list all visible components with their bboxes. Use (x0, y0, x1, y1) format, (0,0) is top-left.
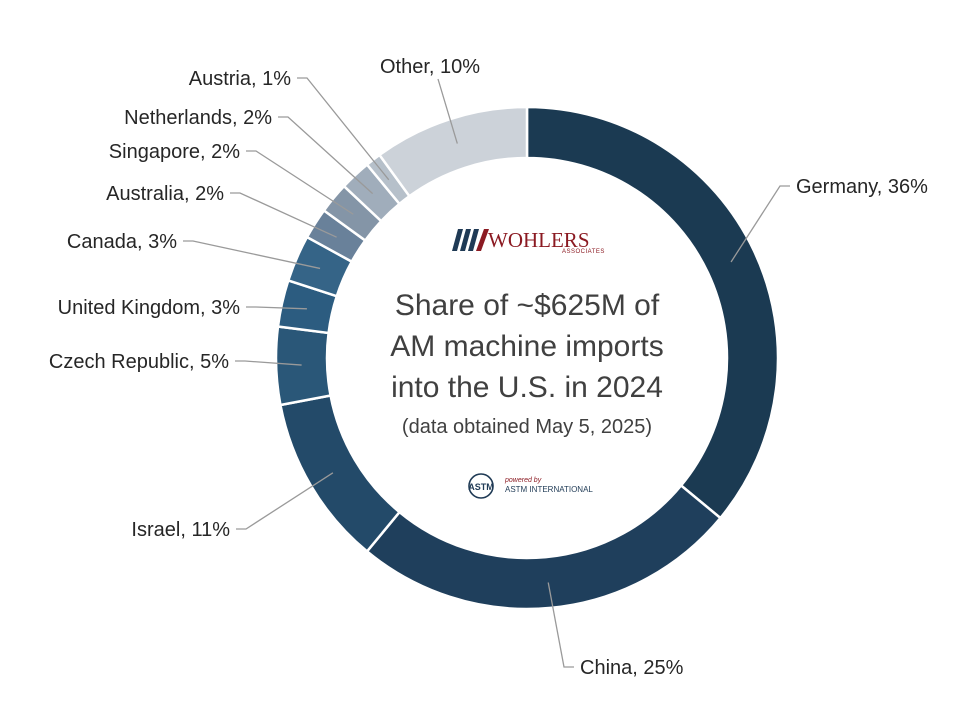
leader-austria (297, 77, 390, 181)
astm-logo-mark-text: ASTM (468, 482, 494, 492)
astm-powered-by: powered by (504, 477, 542, 484)
center-title: Share of ~$625M of AM machine imports in… (390, 289, 663, 438)
label-germany: Germany, 36% (796, 176, 928, 198)
leader-czech-republic (235, 360, 302, 366)
center-title-line-3: into the U.S. in 2024 (391, 371, 663, 404)
wohlers-logo: WOHLERS ASSOCIATES (452, 228, 605, 255)
slice-czech-republic (274, 325, 333, 407)
leader-australia (230, 192, 337, 238)
leader-united-kingdom (246, 306, 307, 310)
slice-israel (278, 394, 402, 554)
slice-germany (525, 105, 780, 520)
center-title-line-1: Share of ~$625M of (395, 289, 660, 322)
leader-netherlands (278, 116, 374, 195)
slice-other (377, 105, 529, 198)
wohlers-logo-mark (452, 229, 489, 251)
astm-logo-mark: ASTM (468, 473, 494, 499)
leader-israel (236, 472, 334, 530)
label-austria: Austria, 1% (189, 68, 291, 90)
astm-logo: ASTM powered by ASTM INTERNATIONAL (468, 473, 593, 499)
astm-international: ASTM INTERNATIONAL (505, 485, 593, 494)
leader-lines (183, 77, 790, 668)
label-israel: Israel, 11% (131, 519, 230, 541)
label-china: China, 25% (580, 657, 684, 679)
wohlers-logo-sub: ASSOCIATES (562, 249, 605, 255)
label-united-kingdom: United Kingdom, 3% (58, 297, 241, 319)
label-netherlands: Netherlands, 2% (124, 107, 272, 129)
leader-canada (183, 240, 321, 270)
wohlers-logo-word: WOHLERS (488, 228, 590, 252)
leader-other (437, 78, 458, 144)
leader-germany (730, 185, 790, 263)
center-title-line-2: AM machine imports (390, 330, 663, 363)
label-singapore: Singapore, 2% (109, 141, 240, 163)
center-subtitle: (data obtained May 5, 2025) (402, 416, 652, 438)
label-czech-republic: Czech Republic, 5% (49, 351, 229, 373)
label-australia: Australia, 2% (106, 183, 224, 205)
slice-china (365, 483, 723, 611)
label-canada: Canada, 3% (67, 231, 177, 253)
leader-singapore (246, 150, 354, 215)
slice-labels: Germany, 36% China, 25% Israel, 11% Czech R… (49, 56, 928, 679)
label-other: Other, 10% (380, 56, 480, 78)
leader-china (547, 582, 574, 668)
donut-slices (274, 105, 780, 611)
